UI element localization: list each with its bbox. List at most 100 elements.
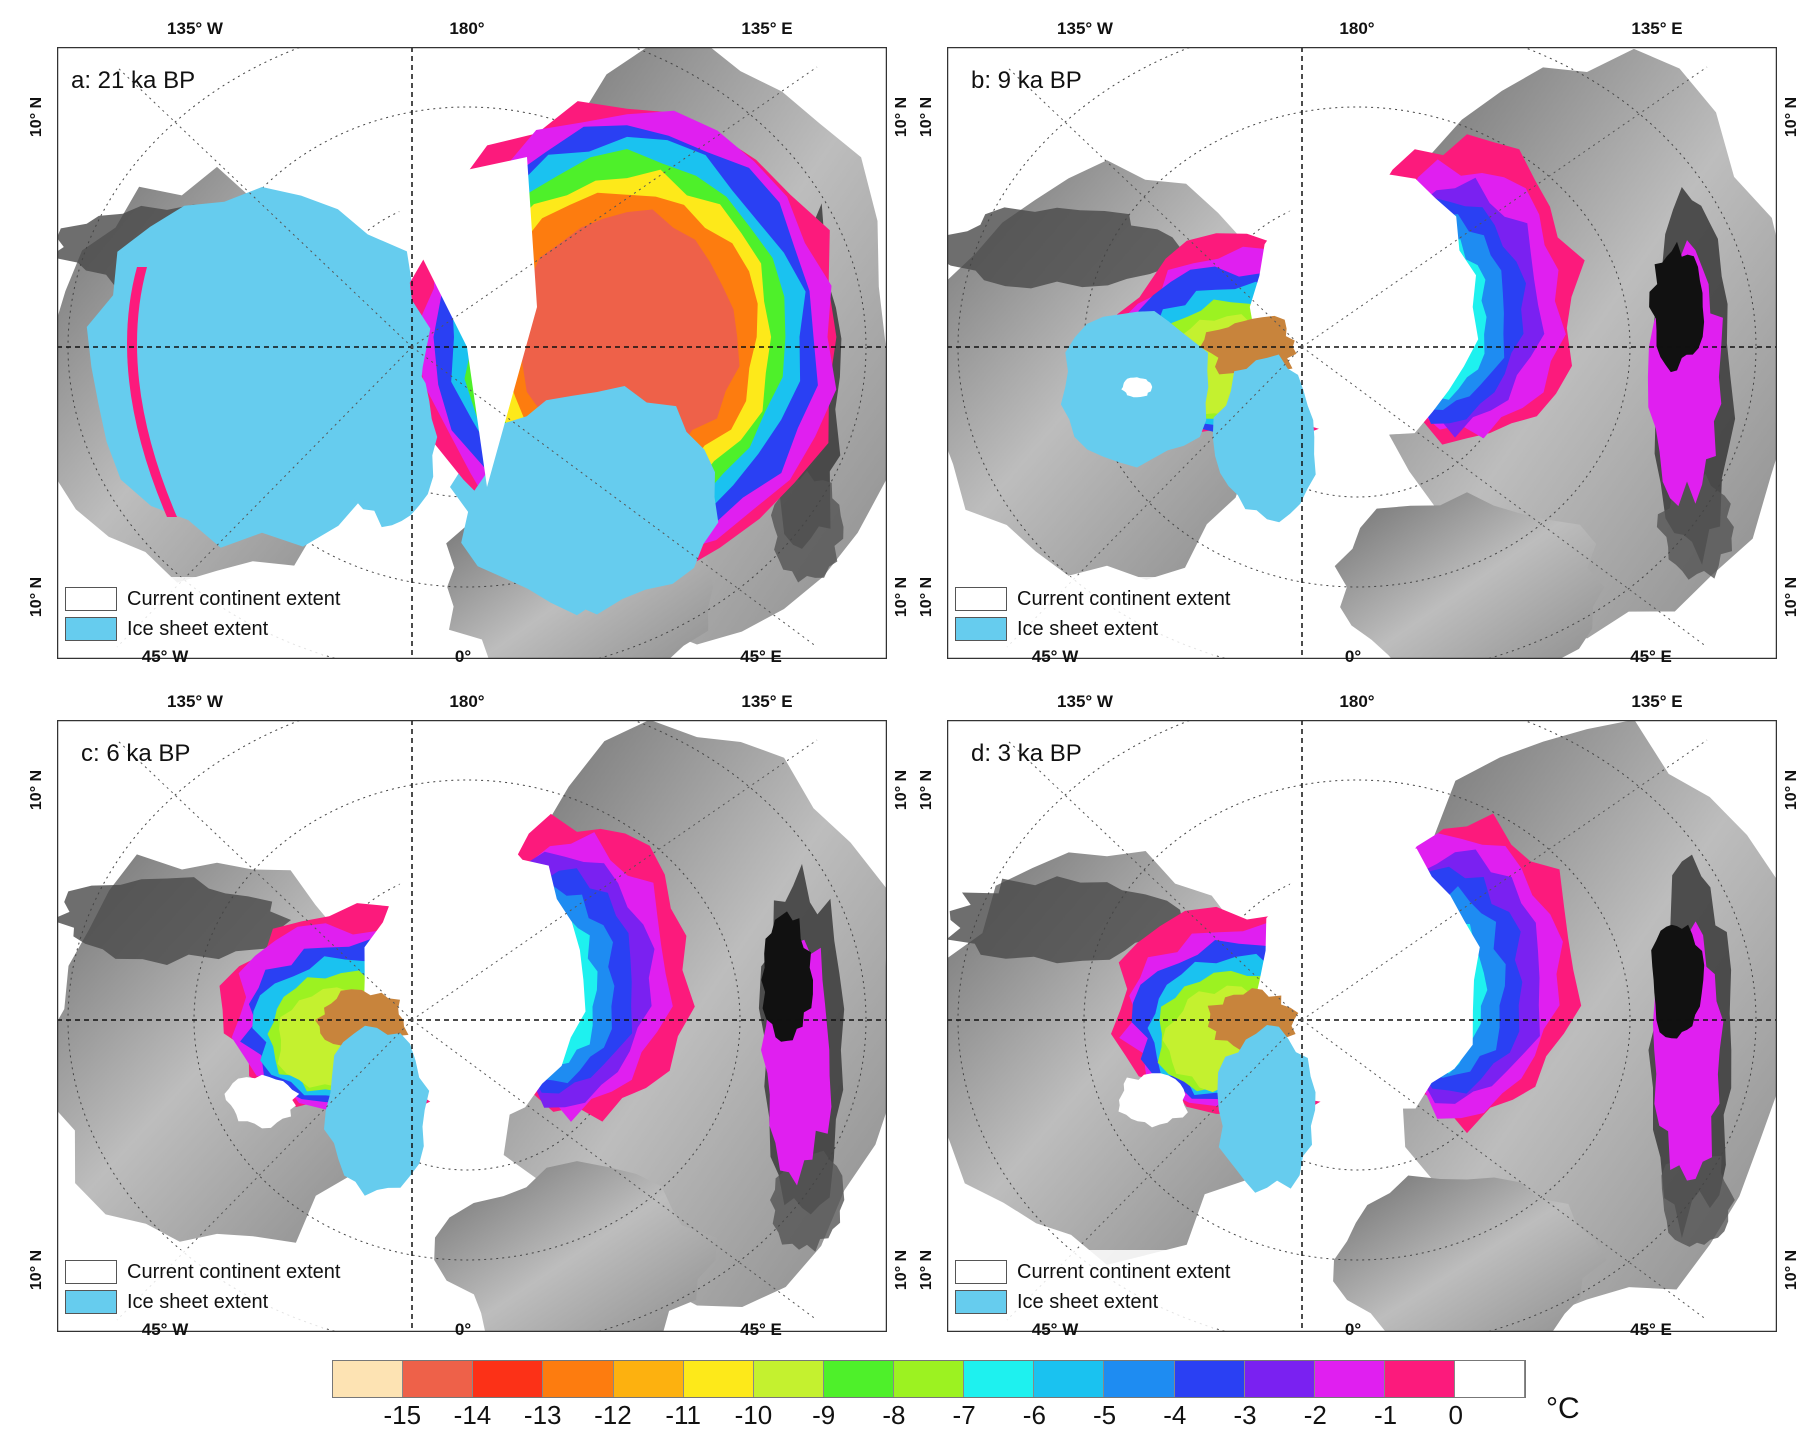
ice-swatch-d	[955, 1290, 1007, 1314]
legend-continent-label-c: Current continent extent	[127, 1260, 341, 1283]
colorbar-tick-label: 0	[1448, 1400, 1463, 1430]
top-lon-label-right-a: 135° E	[741, 19, 793, 38]
map-canvas-d	[947, 720, 1777, 1332]
colorbar-tick-label: -8	[882, 1400, 906, 1430]
colorbar-tick-label: -3	[1233, 1400, 1257, 1430]
central-asia-mountains	[771, 470, 844, 583]
bottom-lon-label-left-d: 45° W	[1031, 1320, 1079, 1339]
side-lat-label-left-bottom-b: 10° N	[918, 576, 935, 618]
legend-ice-label-c: Ice sheet extent	[127, 1290, 269, 1313]
legend-continent-label-b: Current continent extent	[1017, 587, 1231, 610]
bottom-lon-label-right-b: 45° E	[1630, 647, 1672, 666]
top-lon-label-center-c: 180°	[449, 692, 485, 711]
alaska-mountains	[57, 877, 291, 965]
map-content-a	[57, 47, 887, 659]
colorbar-tick-label: -2	[1303, 1400, 1327, 1430]
legend-ice-label-b: Ice sheet extent	[1017, 617, 1159, 640]
colorbar-tick-label: -11	[665, 1400, 701, 1430]
map-content-b	[947, 47, 1777, 659]
arctic-ocean	[1252, 836, 1480, 1116]
legend-continent-c: Current continent extent	[65, 1260, 340, 1284]
side-lat-label-left-bottom-a: 10° N	[28, 576, 45, 618]
bottom-lon-label-right-c: 45° E	[740, 1320, 782, 1339]
top-lon-label-center-a: 180°	[449, 19, 485, 38]
side-lat-label-right-top-c: 10° N	[893, 769, 910, 811]
map-panel-a: a: 21 ka BP Current continent extent Ice…	[57, 47, 887, 659]
map-frame	[947, 47, 1777, 659]
ice-swatch-b	[955, 617, 1007, 641]
bottom-lon-label-center-c: 0°	[454, 1320, 472, 1339]
colorbar-cell	[1174, 1361, 1245, 1397]
map-canvas-c	[57, 720, 887, 1332]
central-asia-mountains	[770, 1150, 845, 1252]
ice-swatch-a	[65, 617, 117, 641]
colorbar-cell	[823, 1361, 894, 1397]
map-content-c	[57, 720, 887, 1332]
central-asia-mountains	[1661, 1146, 1735, 1247]
graticule-diagonal	[1301, 739, 1708, 1021]
graticule-diagonal	[1301, 66, 1708, 348]
arctic-ocean	[363, 836, 586, 1121]
colorbar-cell	[543, 1361, 614, 1397]
graticule-diagonal	[116, 1019, 413, 1321]
na-edge-band	[127, 267, 177, 517]
colorbar-cell	[1384, 1361, 1455, 1397]
hudson-bay-opening	[1121, 377, 1153, 398]
graticule-diagonal	[1301, 346, 1708, 648]
continent-swatch-c	[65, 1260, 117, 1284]
colorbar-unit: °C	[1546, 1392, 1580, 1425]
map-content-d	[947, 720, 1777, 1332]
map-canvas-b	[947, 47, 1777, 659]
bottom-lon-label-right-a: 45° E	[740, 647, 782, 666]
colorbar-cell	[753, 1361, 824, 1397]
bottom-lon-label-left-c: 45° W	[141, 1320, 189, 1339]
map-frame	[57, 47, 887, 659]
map-frame	[57, 720, 887, 1332]
colorbar-tick-label: -15	[383, 1400, 422, 1430]
map-panel-c: c: 6 ka BP Current continent extent Ice …	[57, 720, 887, 1332]
top-lon-label-right-b: 135° E	[1631, 19, 1683, 38]
side-lat-label-left-top-c: 10° N	[28, 769, 45, 811]
graticule-diagonal	[1006, 1019, 1303, 1321]
side-lat-label-left-bottom-d: 10° N	[918, 1249, 935, 1291]
alaska-mountains	[947, 207, 1180, 289]
graticule-diagonal	[1301, 1019, 1708, 1321]
bottom-lon-label-center-d: 0°	[1344, 1320, 1362, 1339]
top-lon-label-center-d: 180°	[1339, 692, 1375, 711]
legend-ice-label-a: Ice sheet extent	[127, 617, 269, 640]
graticule-diagonal	[1006, 66, 1303, 348]
legend-continent-d: Current continent extent	[955, 1260, 1230, 1284]
europe-landmass	[1334, 492, 1605, 659]
graticule-diagonal	[411, 739, 818, 1021]
top-lon-label-left-a: 135° W	[167, 19, 223, 38]
latitude-circle	[193, 779, 741, 1261]
tibet-cold-core	[761, 911, 813, 1042]
panel-title-a: a: 21 ka BP	[71, 67, 196, 94]
legend-ice-d: Ice sheet extent	[955, 1290, 1158, 1314]
colorbar-cell	[403, 1361, 474, 1397]
legend-continent-a: Current continent extent	[65, 587, 340, 611]
colorbar-tick-label: -10	[734, 1400, 773, 1430]
map-panel-b: b: 9 ka BP Current continent extent Ice …	[947, 47, 1777, 659]
colorbar-cell	[683, 1361, 754, 1397]
colorbar-cell	[1034, 1361, 1105, 1397]
side-lat-label-right-bottom-c: 10° N	[893, 1249, 910, 1291]
colorbar-cell	[333, 1361, 404, 1397]
legend-continent-b: Current continent extent	[955, 587, 1230, 611]
ice-swatch-c	[65, 1290, 117, 1314]
colorbar-cell	[1455, 1361, 1526, 1397]
tibet-cold-core	[1651, 924, 1705, 1039]
bottom-lon-label-left-b: 45° W	[1031, 647, 1079, 666]
panel-title-c: c: 6 ka BP	[81, 740, 191, 767]
hudson-bay	[1118, 1073, 1188, 1128]
side-lat-label-left-bottom-c: 10° N	[28, 1249, 45, 1291]
arctic-ocean	[387, 157, 537, 487]
graticule-diagonal	[116, 66, 413, 348]
graticule-diagonal	[116, 346, 413, 648]
continent-swatch-b	[955, 587, 1007, 611]
continent-swatch-a	[65, 587, 117, 611]
graticule-diagonal	[1006, 346, 1303, 648]
europe-landmass	[1333, 1175, 1607, 1332]
top-lon-label-left-b: 135° W	[1057, 19, 1113, 38]
arctic-ocean	[1249, 162, 1479, 452]
